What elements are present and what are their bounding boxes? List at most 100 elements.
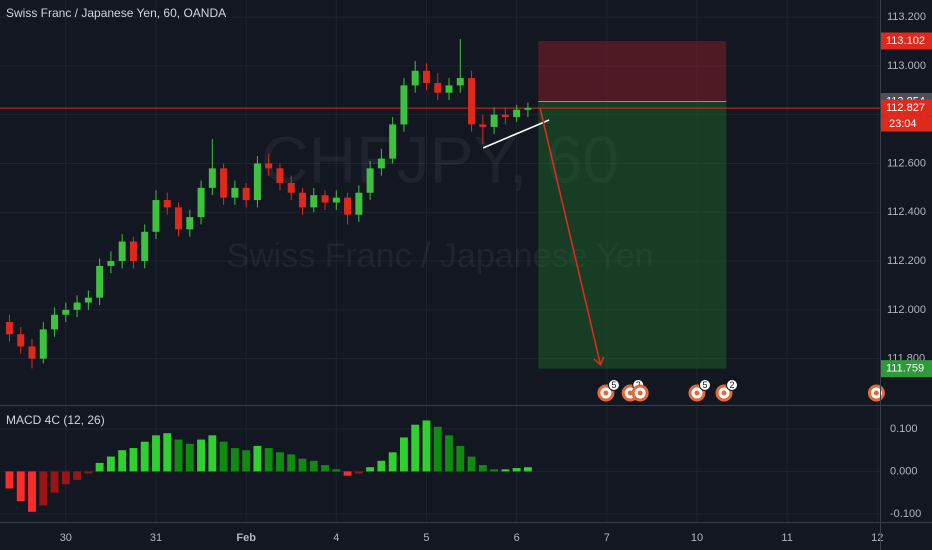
- candle-body: [28, 346, 36, 359]
- candle-body: [186, 217, 194, 230]
- event-badge: [607, 379, 620, 391]
- histogram-bar: [411, 424, 420, 472]
- histogram-bar: [208, 435, 217, 472]
- current-price-label-bg: [881, 99, 932, 117]
- event-icon-dot: [627, 390, 633, 396]
- candle-body: [389, 124, 397, 159]
- histogram-bar: [354, 471, 363, 474]
- candle-body: [456, 78, 464, 86]
- stop-zone: [538, 40, 727, 102]
- candle-body: [344, 197, 352, 215]
- candle-body: [321, 195, 329, 203]
- candle-body: [197, 187, 205, 218]
- x-tick-label: 12: [871, 532, 883, 544]
- candle-body: [422, 70, 430, 83]
- histogram-bar: [478, 465, 487, 472]
- candle-body: [468, 78, 476, 125]
- histogram-bar: [309, 460, 318, 472]
- candle-body: [524, 108, 532, 110]
- histogram-bar: [298, 458, 307, 472]
- histogram-bar: [343, 471, 352, 476]
- x-tick-label: 5: [423, 532, 429, 544]
- histogram-bar: [73, 471, 82, 480]
- histogram-bar: [467, 456, 476, 472]
- candle-body: [276, 168, 284, 183]
- candle-body: [17, 334, 25, 347]
- histogram-bar: [84, 471, 93, 474]
- candle-body: [39, 329, 47, 359]
- candle-body: [96, 265, 104, 298]
- candle-body: [129, 241, 137, 262]
- histogram-bar: [287, 454, 296, 472]
- histogram-bar: [501, 469, 510, 472]
- candle-body: [242, 187, 250, 201]
- y-tick-label: 0.100: [890, 423, 918, 435]
- countdown: 23:04: [889, 118, 917, 130]
- candle-body: [445, 85, 453, 93]
- histogram-bar: [445, 435, 453, 472]
- chart-title: Swiss Franc / Japanese Yen, 60, OANDA: [6, 6, 226, 20]
- candle-body: [163, 200, 171, 208]
- event-badge-text: 5: [611, 380, 616, 390]
- x-tick-label: 6: [514, 532, 520, 544]
- histogram-bar: [490, 469, 499, 472]
- histogram-bar: [399, 437, 408, 472]
- histogram-bar: [377, 460, 386, 472]
- histogram-bar: [276, 452, 284, 472]
- candle-body: [479, 124, 487, 127]
- candle-body: [253, 163, 261, 201]
- candle-body: [62, 309, 70, 315]
- histogram-bar: [140, 441, 149, 472]
- histogram-bar: [185, 443, 194, 472]
- candle-body: [287, 182, 295, 193]
- histogram-bar: [523, 467, 532, 472]
- histogram-bar: [118, 450, 127, 472]
- y-tick-label: 113.000: [887, 60, 926, 72]
- x-tick-label: 10: [691, 532, 703, 544]
- target-zone: [538, 101, 727, 369]
- histogram-bar: [95, 462, 104, 472]
- event-icon-dot: [694, 390, 700, 396]
- candle-body: [299, 192, 306, 208]
- candle-body: [490, 114, 498, 127]
- target-label-bg: [881, 360, 932, 378]
- candle-body: [208, 168, 216, 188]
- candle-body: [220, 168, 228, 198]
- histogram-bar: [5, 471, 14, 489]
- candle-body: [411, 70, 419, 86]
- y-tick-label: 0.000: [890, 465, 918, 477]
- histogram-bar: [321, 465, 329, 472]
- histogram-bar: [230, 448, 239, 472]
- event-badge: [698, 379, 711, 391]
- current-price-label: 112.827: [886, 102, 925, 114]
- histogram-bar: [433, 426, 442, 472]
- histogram-bar: [174, 439, 183, 472]
- histogram-bar: [106, 456, 115, 472]
- candle-body: [366, 168, 374, 193]
- histogram-bar: [366, 467, 375, 472]
- watermark-description: Swiss Franc / Japanese Yen: [226, 237, 653, 275]
- event-icon-dot: [721, 390, 727, 396]
- histogram-bar: [61, 471, 70, 485]
- x-tick-label: Feb: [236, 532, 256, 544]
- event-icon-dot: [637, 390, 643, 396]
- plot: 3031Feb4567101112113.200113.000112.80011…: [0, 11, 932, 544]
- candle-body: [434, 82, 442, 93]
- histogram-bar: [129, 448, 138, 472]
- y-tick-label: 112.600: [887, 157, 926, 169]
- stop-label-bg: [881, 32, 932, 50]
- histogram-bar: [28, 471, 36, 512]
- candle-body: [152, 200, 160, 232]
- histogram-bar: [456, 445, 465, 472]
- candle-body: [84, 297, 92, 303]
- histogram-bar: [163, 433, 172, 472]
- candle-body: [141, 231, 149, 262]
- y-tick-label: 112.400: [887, 206, 926, 218]
- candle-body: [5, 322, 13, 335]
- x-tick-label: 7: [604, 532, 610, 544]
- stop-label: 113.102: [886, 35, 925, 47]
- watermark-symbol: CHFJPY, 60: [261, 122, 619, 196]
- histogram-bar: [388, 452, 397, 472]
- x-tick-label: 4: [333, 532, 339, 544]
